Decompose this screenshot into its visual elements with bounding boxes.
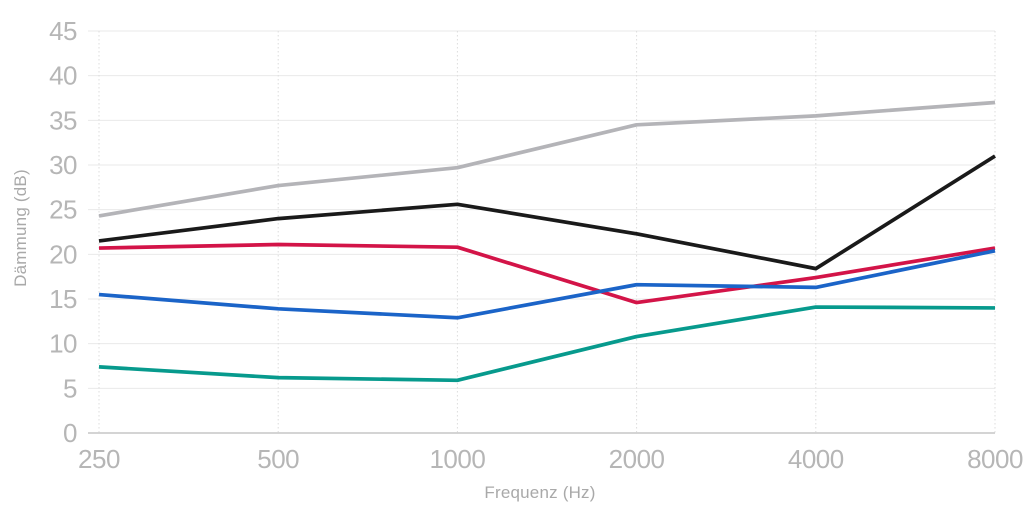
y-tick-label: 45: [49, 16, 77, 46]
x-tick-label: 8000: [967, 444, 1023, 474]
series-teal-line: [98, 305, 996, 383]
y-tick-label: 0: [63, 418, 77, 448]
series-gray-line: [98, 100, 996, 218]
y-axis-title: Dämmung (dB): [11, 169, 30, 287]
y-tick-label: 20: [49, 239, 77, 269]
y-tick-label: 35: [49, 105, 77, 135]
series-red-line: [98, 242, 996, 305]
series-blue-line: [98, 248, 996, 320]
y-tick-label: 5: [63, 373, 77, 403]
x-tick-label: 4000: [788, 444, 844, 474]
x-tick-label: 1000: [429, 444, 485, 474]
x-tick-label: 250: [78, 444, 120, 474]
x-axis-title: Frequenz (Hz): [484, 483, 596, 502]
y-tick-label: 15: [49, 284, 77, 314]
y-tick-label: 25: [49, 195, 77, 225]
x-tick-label: 2000: [609, 444, 665, 474]
series-black-line: [98, 154, 996, 271]
y-tick-label: 30: [49, 150, 77, 180]
x-tick-label: 500: [257, 444, 299, 474]
y-tick-label: 10: [49, 329, 77, 359]
y-tick-label: 40: [49, 61, 77, 91]
